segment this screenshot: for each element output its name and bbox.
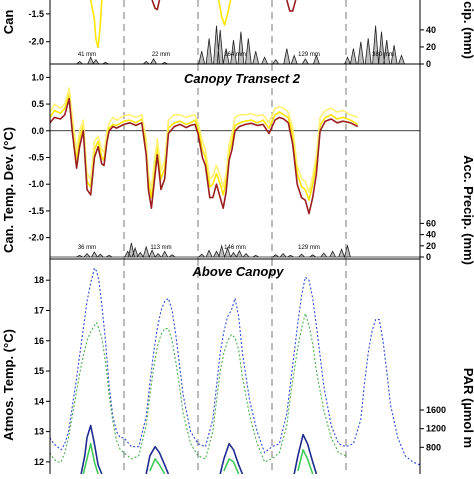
series-line-3-2	[80, 424, 318, 474]
panel-canopy-transect-1: 40 20 0 41 mm 22 mm 264 mm 129 mm 380 mm -1.5 -2.…	[28, 0, 436, 69]
precip-tick-label-2-1: 40	[426, 230, 436, 240]
precip-total-label-1-0: 41 mm	[78, 52, 96, 58]
y-tick-label-3-5: 13	[34, 427, 44, 437]
precip-total-label-1-4: 380 mm	[372, 52, 394, 58]
y-axis-title-panel-2: Can. Temp. Dev. (°C)	[1, 127, 16, 253]
y-tick-label-3-3: 15	[34, 366, 44, 376]
precip-total-label-1-3: 129 mm	[298, 52, 320, 58]
series-line-3-3	[82, 442, 314, 474]
precip-tick-label-2-0: 60	[426, 218, 436, 228]
y-tick-label-3-1: 17	[34, 305, 44, 315]
y-tick-label-3-4: 14	[34, 396, 44, 406]
series-line-2-0	[50, 93, 359, 201]
y-tick-label-2-3: -0.5	[28, 152, 44, 162]
y-tick-label-2-2: 0.0	[31, 126, 44, 136]
precip-total-label-2-1: 113 mm	[150, 245, 171, 251]
y-tick-label-1-1: -2.0	[28, 37, 44, 47]
par-tick-label-2: 800	[426, 442, 441, 452]
series-line-2-2	[50, 97, 359, 215]
precip-total-label-2-2: 146 mm	[224, 245, 246, 251]
panel-title-above-canopy: Above Canopy	[191, 264, 284, 279]
precip-tick-label-2-2: 20	[426, 241, 436, 251]
y-tick-label-2-0: 1.0	[31, 72, 44, 82]
y-tick-label-2-5: -1.5	[28, 206, 44, 216]
y-axis-title-panel-3: Atmos. Temp. (°C)	[1, 329, 16, 441]
precip-total-label-1-2: 264 mm	[224, 52, 246, 58]
y-tick-label-3-6: 12	[34, 457, 44, 467]
precip-tick-label-1-1: 20	[426, 42, 436, 52]
panel-title-transect-2: Canopy Transect 2	[184, 71, 301, 86]
right-axis-title-panel-2: Acc. Precip. (mm)	[461, 155, 474, 265]
precip-area-1	[50, 25, 420, 64]
y-tick-label-3-0: 18	[34, 275, 44, 285]
y-tick-label-2-1: 0.5	[31, 99, 44, 109]
right-axis-title-panel-3: PAR (µmol m	[461, 368, 474, 448]
precip-tick-label-2-3: 0	[426, 252, 431, 262]
y-tick-label-2-4: -1.0	[28, 179, 44, 189]
panel-above-canopy: 1600 1200 800 18 17 16 15 14 13 12	[34, 258, 446, 474]
y-tick-label-3-2: 16	[34, 336, 44, 346]
series-line-1-1	[151, 0, 161, 11]
series-line-2-1	[50, 87, 359, 193]
y-tick-label-2-6: -2.0	[28, 233, 44, 243]
precip-total-label-1-1: 22 mm	[152, 52, 170, 58]
y-tick-label-1-0: -1.5	[28, 9, 44, 19]
series-line-1-0	[89, 0, 103, 49]
precip-area-2	[50, 242, 420, 259]
series-line-3-0	[50, 267, 420, 466]
y-axis-title-panel-1: Can	[1, 10, 16, 35]
series-line-1-2	[217, 0, 232, 26]
series-line-3-1	[50, 312, 347, 463]
right-axis-title-panel-1: cip. (mm)	[461, 1, 474, 59]
precip-total-label-2-3: 129 mm	[298, 245, 320, 251]
series-line-1-3	[286, 0, 297, 12]
par-tick-label-1: 1200	[426, 424, 446, 434]
precip-tick-label-1-2: 0	[426, 59, 431, 69]
par-tick-label-0: 1600	[426, 405, 446, 415]
precip-tick-label-1-0: 40	[426, 25, 436, 35]
precip-total-label-2-0: 36 mm	[78, 245, 96, 251]
